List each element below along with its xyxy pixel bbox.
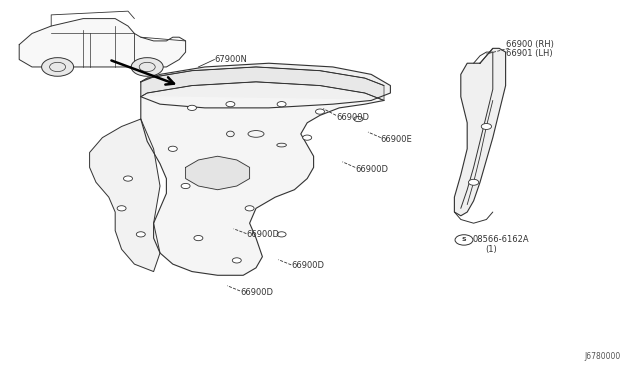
Circle shape (303, 135, 312, 140)
Circle shape (316, 109, 324, 114)
Polygon shape (90, 119, 160, 272)
Text: 66900D: 66900D (355, 165, 388, 174)
Circle shape (481, 124, 492, 129)
Polygon shape (454, 48, 506, 216)
Text: 66900D: 66900D (246, 230, 280, 239)
Circle shape (168, 146, 177, 151)
Text: 66901 (LH): 66901 (LH) (506, 49, 552, 58)
Circle shape (354, 116, 363, 122)
Circle shape (188, 105, 196, 110)
Polygon shape (186, 156, 250, 190)
Circle shape (117, 206, 126, 211)
Text: 08566-6162A: 08566-6162A (472, 235, 529, 244)
Circle shape (226, 102, 235, 107)
Polygon shape (19, 19, 186, 67)
Circle shape (42, 58, 74, 76)
Text: (1): (1) (485, 245, 497, 254)
Text: 66900D: 66900D (336, 113, 369, 122)
Text: J6780000: J6780000 (584, 352, 621, 361)
Text: S: S (461, 237, 467, 243)
Circle shape (194, 235, 203, 241)
Circle shape (277, 102, 286, 107)
Polygon shape (141, 97, 384, 275)
Circle shape (455, 235, 473, 245)
Polygon shape (141, 63, 390, 108)
Polygon shape (141, 67, 384, 100)
Circle shape (245, 206, 254, 211)
Text: 66900D: 66900D (240, 288, 273, 296)
Circle shape (124, 176, 132, 181)
Circle shape (131, 58, 163, 76)
Circle shape (181, 183, 190, 189)
Text: 66900 (RH): 66900 (RH) (506, 40, 554, 49)
Text: 66900D: 66900D (291, 262, 324, 270)
Circle shape (468, 179, 479, 185)
Circle shape (277, 232, 286, 237)
Text: 66900E: 66900E (381, 135, 413, 144)
Text: 67900N: 67900N (214, 55, 247, 64)
Circle shape (136, 232, 145, 237)
Circle shape (232, 258, 241, 263)
